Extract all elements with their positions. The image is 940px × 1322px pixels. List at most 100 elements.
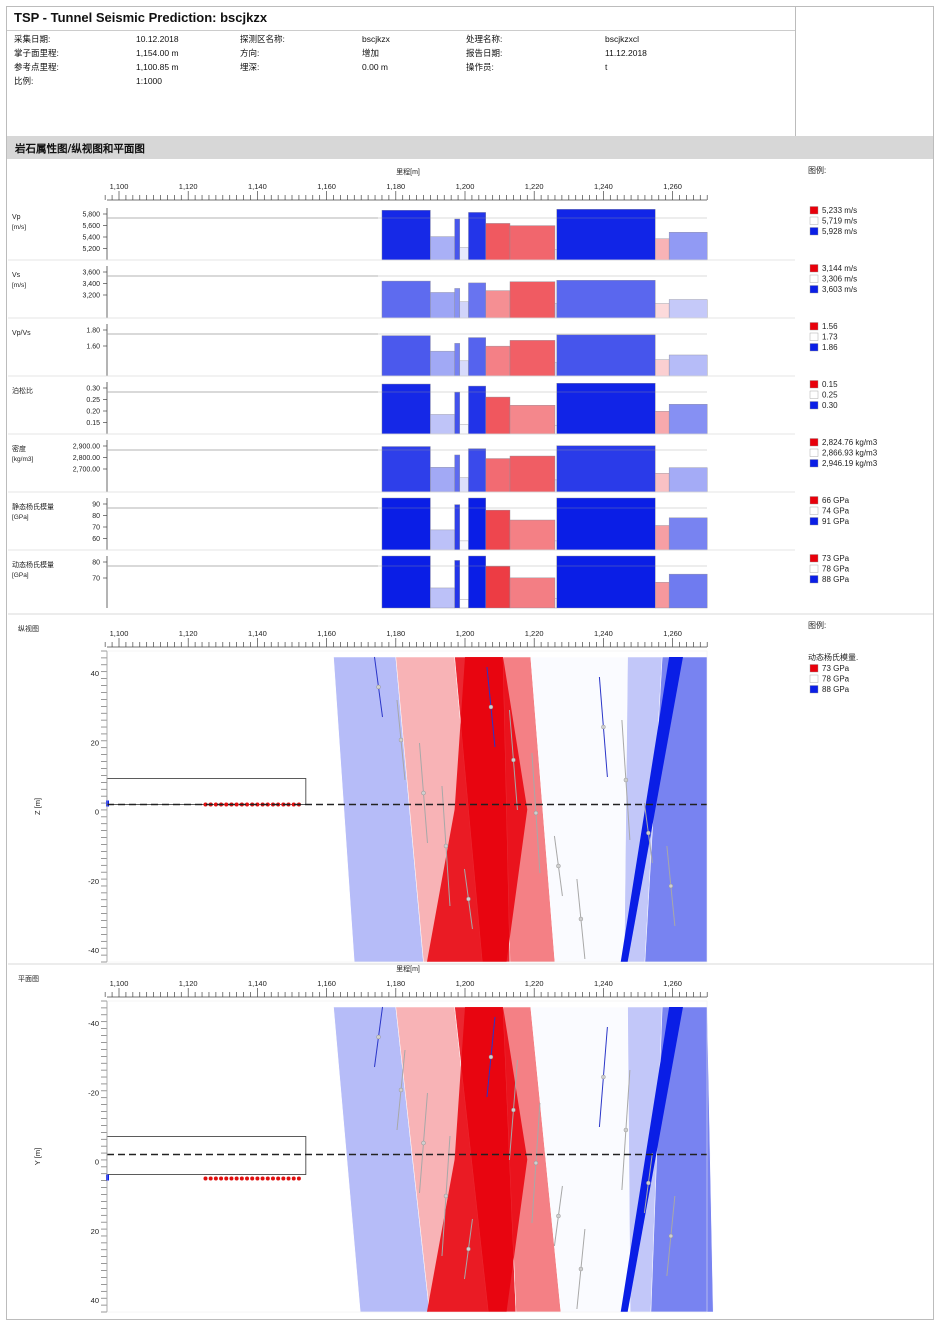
property-bar: [459, 424, 469, 435]
property-bar: [554, 303, 557, 319]
reflector-point: [601, 724, 606, 730]
property-bar: [556, 445, 656, 493]
ruler-tick-label: 1,220: [525, 182, 544, 191]
property-bar: [554, 598, 557, 609]
ruler-tick-label: 1,240: [594, 979, 613, 988]
legend-subtitle: 动态杨氏模量.: [808, 652, 858, 662]
property-bar: [468, 385, 486, 435]
legend-swatch: [809, 664, 819, 673]
receiver-point: [260, 1176, 265, 1181]
receiver-point: [239, 1176, 244, 1181]
reflector-point: [398, 1087, 404, 1093]
info-value: 10.12.2018: [136, 34, 179, 44]
reflector-point: [443, 1193, 449, 1199]
reflector-point: [421, 1140, 426, 1146]
legend-item: 1.86: [822, 343, 838, 352]
y-tick-label: 2,800.00: [73, 455, 100, 462]
legend-swatch: [809, 216, 819, 225]
info-value: bscjkzxcl: [605, 34, 640, 44]
property-bar: [430, 236, 455, 261]
panel-unit: [kg/m3]: [12, 456, 34, 463]
info-label: 比例:: [14, 76, 34, 86]
ruler-tick-label: 1,220: [525, 629, 544, 638]
legend-swatch: [809, 332, 819, 341]
legend-swatch: [809, 674, 819, 683]
receiver-point: [245, 802, 250, 807]
property-bar: [509, 405, 556, 435]
legend-swatch: [809, 380, 819, 389]
receiver-point: [276, 1176, 281, 1181]
property-bar: [556, 555, 656, 609]
property-bar: [655, 525, 670, 551]
panel-name: Vs: [12, 272, 21, 279]
info-label: 操作员:: [466, 62, 494, 72]
panel-unit: [GPa]: [12, 514, 29, 521]
property-bar: [668, 467, 708, 493]
property-bar: [459, 599, 469, 609]
reflector-point: [533, 810, 539, 816]
ruler-tick-label: 1,120: [179, 182, 198, 191]
legend-swatch: [809, 554, 819, 563]
section-title: 岩石属性图/纵视图和平面图: [15, 143, 145, 155]
info-value: 增加: [362, 48, 380, 58]
legend-swatch: [809, 322, 819, 331]
legend-item: 66 GPa: [822, 496, 850, 505]
legend-swatch: [809, 496, 819, 505]
axis-title: 里程[m]: [396, 964, 420, 973]
property-bar: [556, 497, 656, 551]
ruler-tick-label: 1,160: [317, 182, 336, 191]
property-bar: [485, 509, 511, 551]
receiver-point: [213, 802, 218, 807]
info-value: 0.00 m: [362, 62, 388, 72]
ruler-tick-label: 1,200: [456, 629, 475, 638]
property-bar: [430, 292, 455, 319]
panel-label: 平面图: [18, 975, 39, 983]
ruler-tick-label: 1,180: [386, 182, 405, 191]
legend-swatch: [809, 506, 819, 515]
ruler-tick-label: 1,180: [386, 979, 405, 988]
y-tick-label: 3,600: [82, 270, 100, 277]
y-tick-label: 20: [91, 738, 99, 747]
property-bar: [509, 281, 556, 319]
property-bar: [454, 560, 461, 609]
property-bar: [556, 334, 656, 377]
property-bar: [468, 337, 486, 377]
legend-title: 图例:: [808, 620, 826, 630]
reflector-point: [376, 684, 381, 690]
ruler-tick-label: 1,100: [110, 629, 129, 638]
legend-item: 3,306 m/s: [822, 275, 857, 284]
y-tick-label: 5,400: [82, 235, 100, 242]
panel-name: Vp: [12, 214, 21, 221]
property-bar: [381, 383, 431, 435]
property-bar: [454, 504, 461, 551]
y-tick-label: 0.30: [86, 386, 100, 393]
y-tick-label: 2,700.00: [73, 467, 100, 474]
rock-zone-edge: [620, 657, 683, 962]
property-bar: [430, 350, 455, 377]
property-bar: [459, 540, 469, 551]
legend-swatch: [809, 264, 819, 273]
ruler-tick-label: 1,140: [248, 182, 267, 191]
property-bar: [554, 479, 557, 493]
info-col3-values: bscjkzxcl 11.12.2018 t: [605, 32, 647, 74]
property-bar: [459, 247, 469, 261]
property-bar: [454, 343, 461, 377]
property-bar: [509, 340, 556, 377]
ruler-tick-label: 1,260: [663, 979, 682, 988]
plan-panel: [8, 963, 933, 1313]
y-tick-label: 5,600: [82, 223, 100, 230]
property-bar: [485, 345, 511, 377]
legend-item: 2,824.76 kg/m3: [822, 438, 878, 447]
y-axis-label: Y [m]: [33, 1148, 42, 1165]
y-tick-label: 90: [92, 502, 100, 509]
receiver-point: [265, 1176, 270, 1181]
receiver-point: [229, 1176, 234, 1181]
panel-name: 泊松比: [12, 386, 33, 395]
property-bar: [556, 209, 656, 261]
y-tick-label: 3,400: [82, 281, 100, 288]
y-tick-label: -20: [88, 1088, 99, 1097]
info-label: 处理名称:: [466, 34, 503, 44]
reflector-point: [646, 1180, 651, 1186]
property-bar: [485, 290, 511, 319]
info-col1-labels: 采集日期: 掌子面里程: 参考点里程: 比例:: [14, 32, 59, 88]
